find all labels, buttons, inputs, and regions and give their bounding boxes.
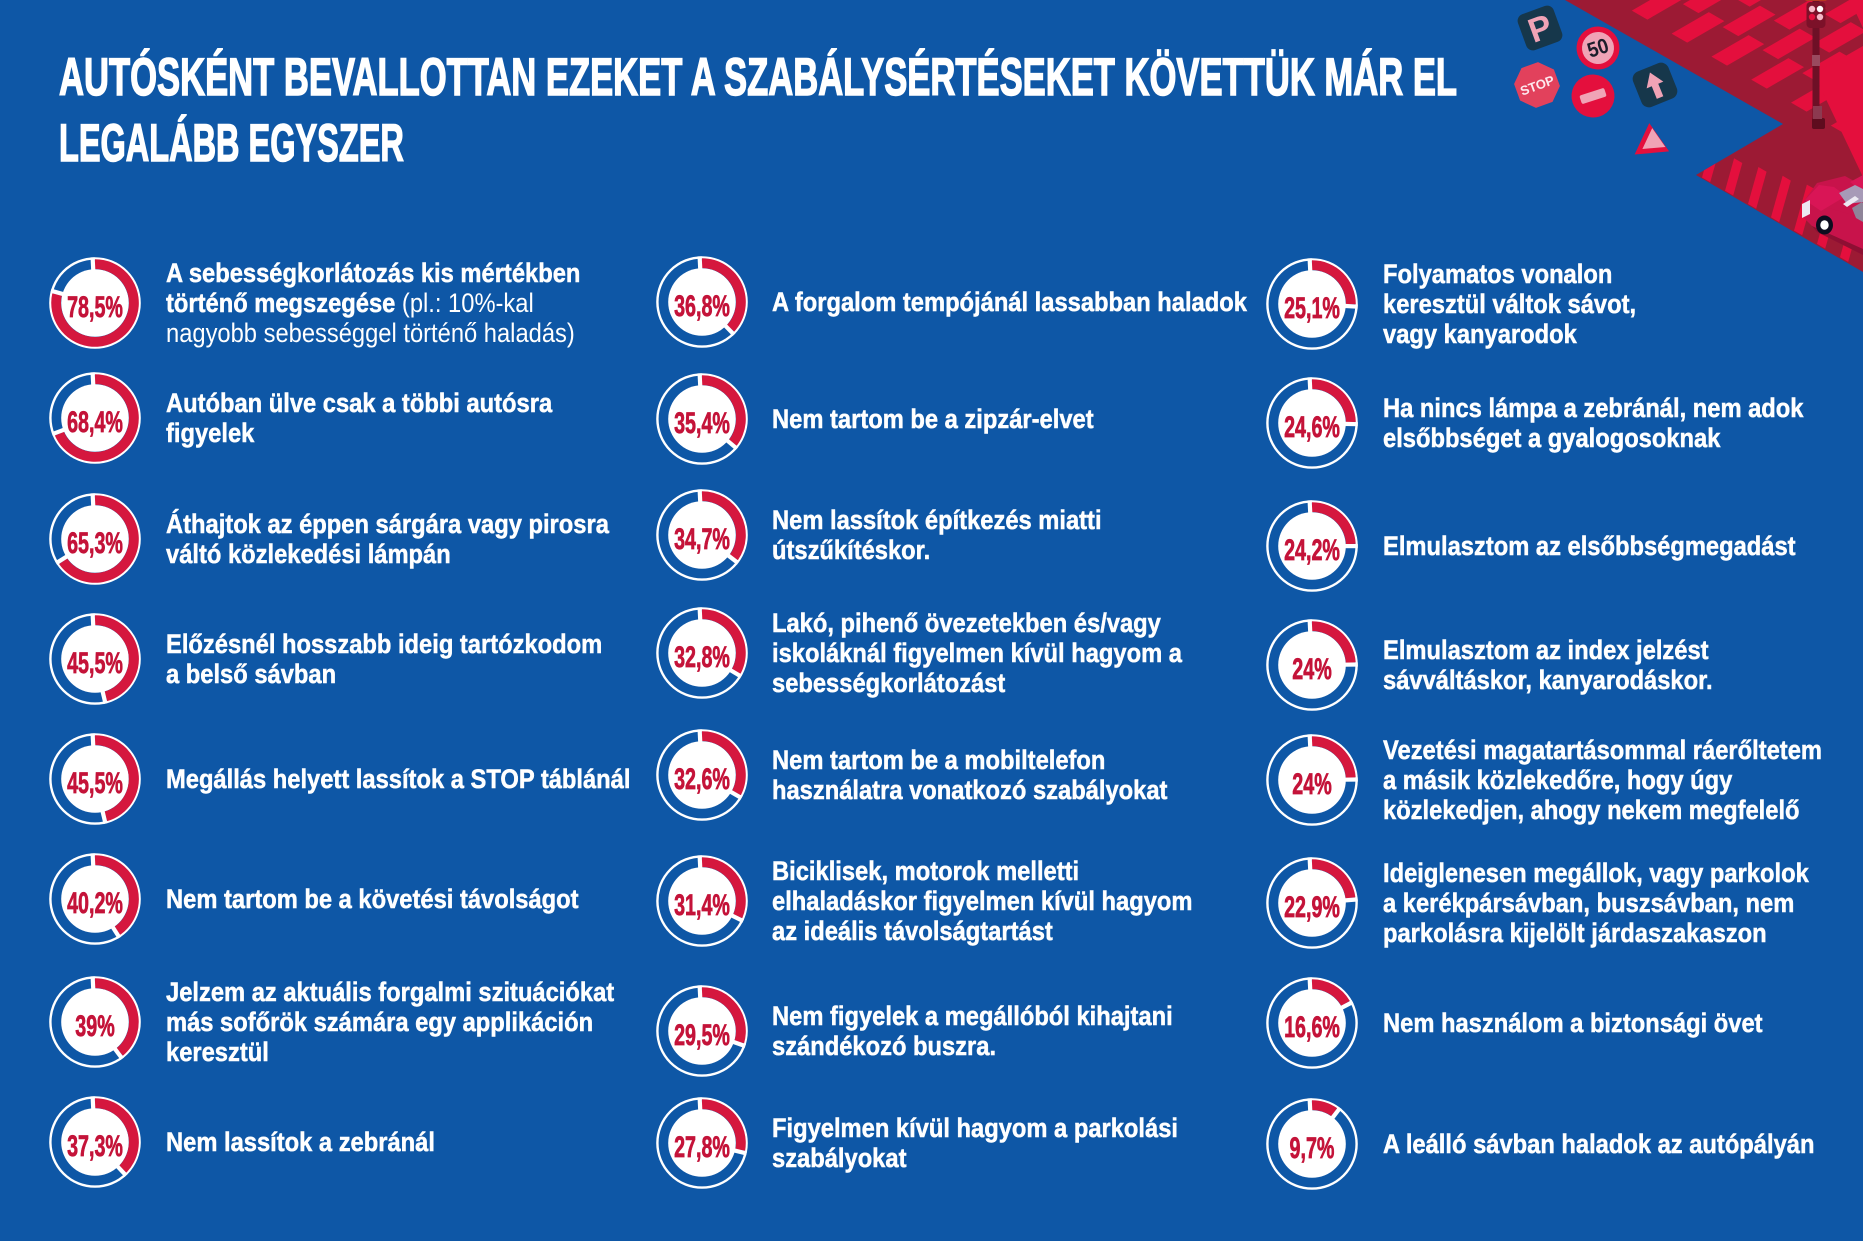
svg-text:16,6%: 16,6% (1284, 1011, 1340, 1044)
svg-text:29,5%: 29,5% (674, 1019, 730, 1052)
svg-text:35,4%: 35,4% (674, 407, 730, 440)
svg-text:45,5%: 45,5% (67, 767, 123, 800)
svg-text:36,8%: 36,8% (674, 290, 730, 323)
svg-text:24,6%: 24,6% (1284, 411, 1340, 444)
svg-text:40,2%: 40,2% (67, 887, 123, 920)
svg-text:45,5%: 45,5% (67, 647, 123, 680)
svg-text:32,8%: 32,8% (674, 641, 730, 674)
svg-text:24%: 24% (1292, 768, 1331, 801)
svg-text:9,7%: 9,7% (1290, 1132, 1335, 1165)
svg-text:24%: 24% (1292, 653, 1331, 686)
svg-text:37,3%: 37,3% (67, 1130, 123, 1163)
svg-text:27,8%: 27,8% (674, 1131, 730, 1164)
svg-text:78,5%: 78,5% (67, 291, 123, 324)
svg-text:31,4%: 31,4% (674, 889, 730, 922)
svg-text:32,6%: 32,6% (674, 763, 730, 796)
svg-text:39%: 39% (75, 1010, 114, 1043)
svg-text:22,9%: 22,9% (1284, 891, 1340, 924)
svg-text:25,1%: 25,1% (1284, 292, 1340, 325)
svg-text:34,7%: 34,7% (674, 523, 730, 556)
svg-text:68,4%: 68,4% (67, 406, 123, 439)
svg-text:24,2%: 24,2% (1284, 534, 1340, 567)
svg-text:65,3%: 65,3% (67, 527, 123, 560)
